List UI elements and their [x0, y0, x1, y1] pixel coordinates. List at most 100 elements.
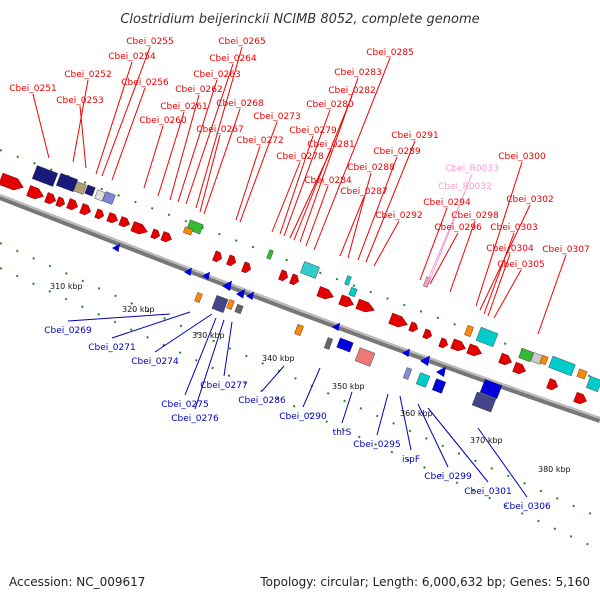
forward-gene-label: Cbei_0261	[160, 102, 207, 112]
leader-line	[157, 111, 185, 197]
forward-gene-arrow	[130, 221, 148, 235]
feature-box	[431, 378, 447, 394]
forward-gene-arrow	[338, 294, 354, 308]
forward-gene-label: Cbei_0264	[209, 54, 257, 64]
reverse-gene-arrow	[112, 243, 120, 252]
forward-gene-arrow	[160, 231, 172, 243]
feature-box	[226, 299, 235, 310]
kbp-label: 340 kbp	[262, 354, 295, 363]
leader-line	[313, 57, 391, 251]
reverse-gene-label: thrS	[333, 428, 352, 438]
forward-gene-arrow	[150, 228, 161, 240]
leader-line	[95, 61, 133, 175]
forward-gene-arrow	[241, 261, 252, 274]
leader-line	[235, 145, 261, 221]
kbp-label: 350 kbp	[332, 382, 365, 391]
forward-gene-arrow	[450, 338, 466, 352]
feature-box	[344, 275, 352, 286]
feature-box	[194, 292, 203, 303]
forward-gene-arrow	[573, 391, 587, 405]
forward-gene-label: Cbei_0305	[497, 260, 544, 270]
leader-line	[154, 313, 213, 353]
feature-box	[323, 337, 334, 350]
forward-gene-arrow	[55, 196, 66, 208]
forward-gene-label: Cbei_0268	[216, 99, 264, 109]
leader-line	[143, 125, 164, 189]
forward-gene-label: Cbei_0262	[175, 85, 222, 95]
forward-gene-label: Cbei_0284	[304, 176, 352, 186]
leader-line	[373, 220, 400, 267]
reverse-gene-label: Cbei_0274	[131, 357, 179, 367]
forward-gene-label: Cbei_0292	[375, 211, 422, 221]
feature-box	[464, 324, 474, 338]
leader-line	[261, 365, 285, 392]
forward-gene-label: Cbei_0291	[391, 131, 438, 141]
leader-line	[399, 395, 412, 451]
leader-line	[537, 254, 567, 335]
leader-line	[483, 232, 515, 315]
reverse-gene-arrow	[222, 280, 232, 291]
leader-line	[185, 63, 234, 205]
leader-line	[487, 253, 511, 317]
forward-gene-label: Cbei_0260	[139, 116, 187, 126]
feature-box	[266, 249, 274, 260]
leader-line	[101, 46, 151, 177]
feature-box	[402, 367, 413, 380]
forward-gene-arrow	[316, 286, 334, 300]
feature-box	[518, 347, 534, 363]
reverse-gene-label: Cbei_0276	[171, 414, 219, 424]
reverse-gene-label: Cbei_0290	[279, 412, 327, 422]
reverse-gene-arrow	[236, 289, 245, 299]
feature-box	[475, 326, 499, 348]
leader-line	[493, 269, 522, 319]
leader-line	[271, 161, 301, 233]
leader-line	[477, 427, 528, 498]
forward-gene-label: Cbei_0255	[126, 37, 173, 47]
forward-gene-label: Cbei_0256	[121, 78, 169, 88]
leader-line	[347, 172, 372, 259]
forward-gene-arrow	[438, 337, 449, 349]
leader-line	[223, 321, 233, 377]
forward-gene-arrow	[355, 298, 375, 313]
leader-line	[419, 207, 448, 281]
leader-line	[357, 156, 398, 261]
leader-line	[449, 220, 476, 293]
forward-gene-arrow	[226, 254, 237, 267]
leader-line	[299, 77, 359, 243]
forward-gene-arrow	[79, 203, 91, 216]
reverse-gene-arrow	[332, 322, 340, 331]
kbp-label: 380 kbp	[538, 465, 571, 474]
leader-line	[302, 367, 321, 408]
leader-line	[417, 403, 449, 468]
leader-line	[177, 79, 218, 203]
forward-gene-arrow	[466, 343, 482, 357]
leader-line	[279, 135, 314, 235]
genome-summary-text: Topology: circular; Length: 6,000,632 bp…	[259, 575, 590, 589]
feature-box	[354, 347, 376, 367]
feature-box	[73, 181, 87, 195]
forward-gene-label: Cbei_0254	[108, 52, 156, 62]
feature-box	[348, 286, 358, 298]
forward-gene-arrow	[0, 172, 24, 191]
forward-gene-label: Cbei_0298	[451, 211, 499, 221]
leader-line	[239, 121, 278, 223]
tick-row	[0, 242, 600, 519]
forward-gene-label: Cbei_0302	[506, 195, 553, 205]
forward-gene-label: Cbei_0300	[498, 152, 546, 162]
reverse-gene-label: ispF	[402, 455, 420, 465]
forward-gene-arrow	[388, 312, 408, 328]
reverse-gene-arrow	[436, 366, 446, 377]
forward-gene-arrow	[44, 192, 56, 205]
leader-line	[111, 87, 146, 181]
forward-gene-arrow	[512, 361, 526, 375]
leader-line	[32, 93, 50, 159]
forward-gene-label: Cbei_0265	[218, 37, 265, 47]
rna-gene-label: Cbei_R0032	[438, 182, 492, 192]
leader-line	[341, 391, 353, 424]
kbp-label: 320 kbp	[122, 305, 155, 314]
feature-box	[211, 295, 229, 313]
leader-line	[425, 191, 466, 285]
feature-box	[471, 391, 497, 413]
leader-line	[79, 105, 87, 169]
